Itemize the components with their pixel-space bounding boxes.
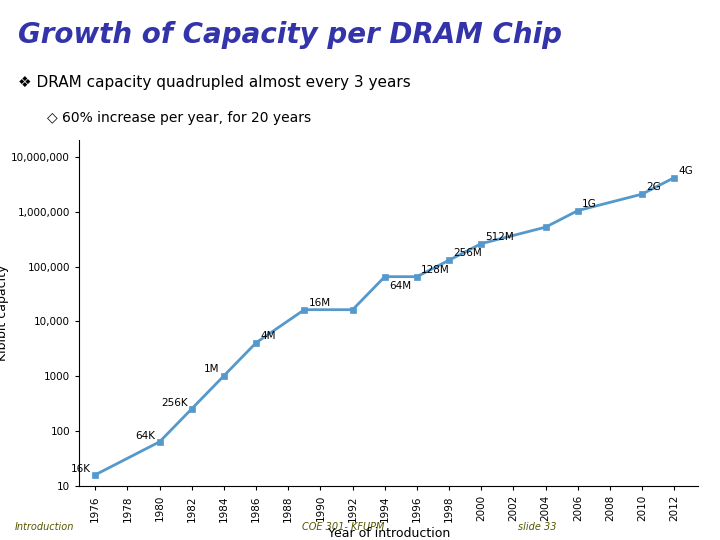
Text: ◇ 60% increase per year, for 20 years: ◇ 60% increase per year, for 20 years bbox=[47, 111, 311, 125]
Text: 128M: 128M bbox=[421, 265, 450, 275]
Text: 64M: 64M bbox=[389, 281, 411, 292]
Text: COE 301- KFUPM: COE 301- KFUPM bbox=[302, 522, 384, 531]
Text: 256K: 256K bbox=[161, 398, 188, 408]
Text: 4G: 4G bbox=[678, 166, 693, 176]
Text: slide 33: slide 33 bbox=[518, 522, 557, 531]
Text: 64K: 64K bbox=[135, 431, 156, 441]
Text: 1M: 1M bbox=[204, 364, 220, 374]
Text: 16K: 16K bbox=[71, 464, 91, 474]
Text: 512M: 512M bbox=[485, 232, 514, 242]
Text: 2G: 2G bbox=[647, 182, 661, 192]
Text: Introduction: Introduction bbox=[14, 522, 73, 531]
Text: 1G: 1G bbox=[582, 199, 597, 208]
Text: Growth of Capacity per DRAM Chip: Growth of Capacity per DRAM Chip bbox=[18, 21, 562, 49]
Text: 16M: 16M bbox=[309, 298, 330, 308]
Text: 4M: 4M bbox=[261, 331, 276, 341]
X-axis label: Year of introduction: Year of introduction bbox=[328, 527, 450, 540]
Y-axis label: Kibibit capacity: Kibibit capacity bbox=[0, 265, 9, 361]
Text: ❖ DRAM capacity quadrupled almost every 3 years: ❖ DRAM capacity quadrupled almost every … bbox=[18, 75, 410, 90]
Text: 256M: 256M bbox=[454, 248, 482, 258]
